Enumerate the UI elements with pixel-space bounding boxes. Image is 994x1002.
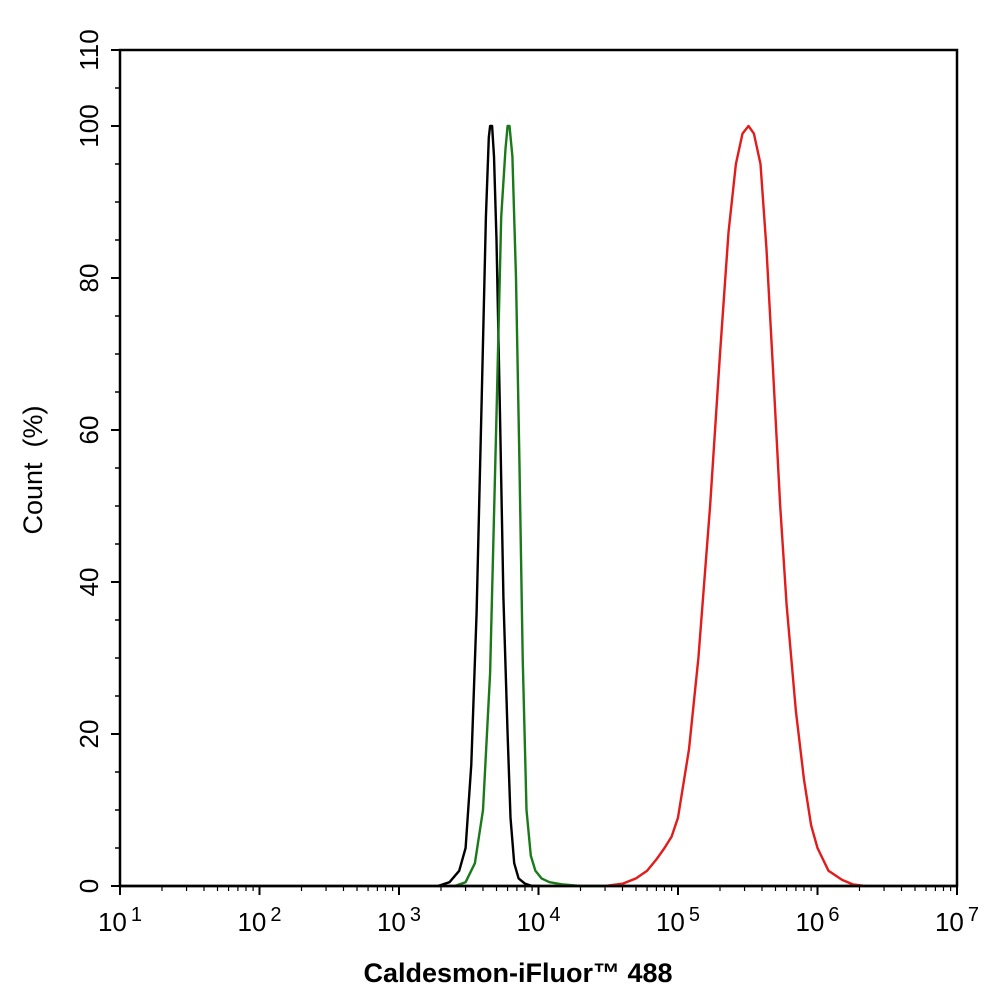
x-tick-base: 10	[377, 907, 406, 937]
series-layer	[120, 124, 957, 888]
x-axis-title: Caldesmon-iFluor™ 488	[363, 958, 672, 988]
y-axis: 0 20 40 60 80 100 110	[74, 29, 120, 893]
x-tick-exponent: 2	[270, 904, 281, 926]
y-tick-label: 110	[74, 29, 104, 70]
y-tick-label: 40	[74, 568, 104, 597]
y-axis-title: Count (%)	[18, 405, 48, 534]
y-tick-label: 20	[74, 720, 104, 749]
x-tick-base: 10	[98, 907, 127, 937]
x-tick-exponent: 4	[549, 904, 560, 926]
histogram-series-1	[436, 124, 540, 888]
x-tick-exponent: 3	[410, 904, 421, 926]
x-tick-exponent: 5	[689, 904, 700, 926]
y-tick-label: 60	[74, 416, 104, 445]
y-tick-label: 80	[74, 264, 104, 293]
x-tick-exponent: 6	[828, 904, 839, 926]
plot-frame	[118, 48, 959, 888]
histogram-series-3	[603, 124, 867, 888]
x-tick-label: 10 2	[237, 904, 281, 937]
x-tick-base: 10	[656, 907, 685, 937]
x-tick-label: 10 1	[98, 904, 142, 937]
y-tick-label: 100	[74, 104, 104, 147]
histogram-series-2	[453, 124, 607, 888]
x-tick-base: 10	[237, 907, 266, 937]
x-tick-label: 10 6	[795, 904, 839, 937]
x-tick-base: 10	[516, 907, 545, 937]
x-tick-label: 10 5	[656, 904, 700, 937]
x-tick-exponent: 1	[131, 904, 142, 926]
x-tick-base: 10	[795, 907, 824, 937]
x-tick-exponent: 7	[968, 904, 979, 926]
x-tick-label: 10 3	[377, 904, 421, 937]
x-tick-label: 10 4	[516, 904, 560, 937]
x-tick-label: 10 7	[935, 904, 979, 937]
x-tick-base: 10	[935, 907, 964, 937]
y-tick-label: 0	[74, 879, 104, 893]
x-axis: 10 1 10 2 10 3 10 4 10 5 10 6 10 7	[98, 886, 979, 937]
